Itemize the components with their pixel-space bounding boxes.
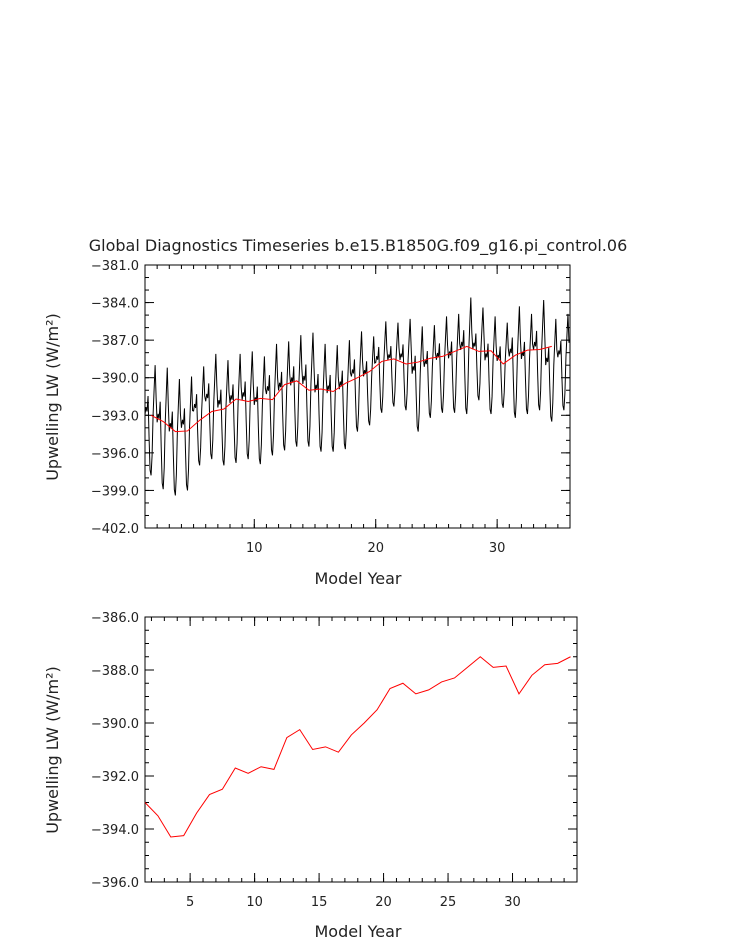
y-tick-label: −387.0 (91, 334, 139, 349)
y-axis-label: Upwelling LW (W/m²) (43, 313, 62, 481)
y-tick-label: −393.0 (91, 409, 139, 424)
x-tick-label: 20 (375, 895, 392, 910)
plot-frame (144, 264, 571, 529)
y-tick-label: −392.0 (91, 770, 139, 785)
y-tick-label: −396.0 (91, 876, 139, 891)
y-axis-label: Upwelling LW (W/m²) (43, 666, 62, 834)
y-tick-label: −381.0 (91, 259, 139, 274)
x-tick-label: 25 (440, 895, 457, 910)
annual-mean-series-line (144, 656, 571, 838)
x-tick-label: 10 (246, 541, 263, 556)
y-tick-label: −402.0 (91, 522, 139, 537)
monthly-timeseries-panel: 10 20 30 −381.0 −384.0 −387.0 −390.0 −393.0 −396… (43, 259, 571, 588)
x-tick-label: 30 (504, 895, 521, 910)
monthly-series-line (144, 297, 570, 496)
plot-frame (144, 616, 578, 883)
y-tick-label: −388.0 (91, 664, 139, 679)
x-tick-label: 30 (489, 541, 506, 556)
y-tick-label: −399.0 (91, 484, 139, 499)
y-tick-label: −394.0 (91, 823, 139, 838)
annual-mean-series-line (150, 345, 552, 433)
y-tick-label: −384.0 (91, 297, 139, 312)
y-tick-label: −390.0 (91, 717, 139, 732)
x-axis-label: Model Year (315, 569, 402, 588)
x-tick-label: 10 (246, 895, 263, 910)
chart-title: Global Diagnostics Timeseries b.e15.B185… (89, 236, 628, 256)
x-tick-label: 20 (367, 541, 384, 556)
annual-timeseries-panel: 5 10 15 20 25 30 −386.0 −388.0 −390.0 −392.0 −394.… (43, 611, 578, 941)
x-axis-label: Model Year (315, 922, 402, 941)
y-tick-label: −390.0 (91, 372, 139, 387)
x-tick-label: 15 (311, 895, 328, 910)
x-tick-label: 5 (186, 895, 194, 910)
y-tick-label: −396.0 (91, 447, 139, 462)
y-tick-label: −386.0 (91, 611, 139, 626)
